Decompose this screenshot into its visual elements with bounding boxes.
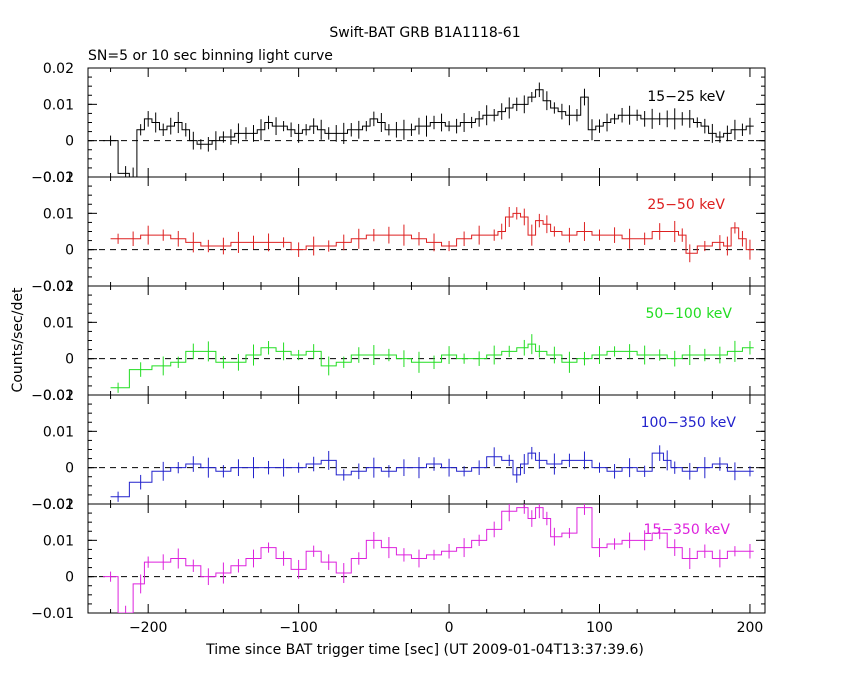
y-tick-label: 0.01 (43, 206, 74, 222)
x-tick-label: −200 (129, 620, 167, 636)
panel-4: −0.01 0 0.01 0.02 15−350 keV (31, 497, 766, 622)
y-tick-label: 0.02 (43, 170, 74, 186)
panel-energy-label: 100−350 keV (641, 415, 737, 431)
panel-2: −0.01 0 0.01 0.02 50−100 keV (31, 279, 766, 404)
panel-energy-label: 15−25 keV (647, 89, 725, 105)
y-tick-label: 0.02 (43, 497, 74, 513)
series-step-line (110, 343, 754, 389)
panel-frame (87, 285, 766, 396)
y-tick-label: −0.01 (31, 170, 74, 186)
y-tick-label: 0.02 (43, 279, 74, 295)
x-axis-label: Time since BAT trigger time [sec] (UT 20… (205, 642, 644, 658)
x-tick-label: 100 (586, 620, 613, 636)
panel-1: −0.01 0 0.01 0.02 25−50 keV (31, 170, 766, 295)
y-tick-label: 0 (65, 352, 74, 368)
y-tick-label: −0.01 (31, 606, 74, 622)
y-tick-label: 0.01 (43, 533, 74, 549)
y-tick-label: 0 (65, 243, 74, 259)
panel-energy-label: 15−350 keV (643, 522, 730, 538)
panel-energy-label: 50−100 keV (645, 306, 732, 322)
series-1 (110, 206, 754, 263)
y-tick-label: −0.01 (31, 279, 74, 295)
series-step-line (110, 452, 754, 498)
y-tick-label: 0.01 (43, 97, 74, 113)
x-tick-label: −100 (279, 620, 317, 636)
series-4 (103, 504, 754, 613)
series-2 (110, 334, 754, 393)
y-tick-label: −0.01 (31, 388, 74, 404)
y-tick-label: 0.02 (43, 61, 74, 77)
chart-title: Swift-BAT GRB B1A1118-61 (329, 25, 520, 41)
y-tick-label: 0.02 (43, 388, 74, 404)
x-tick-label: 200 (737, 620, 764, 636)
series-3 (110, 445, 754, 502)
series-step-line (103, 89, 754, 177)
x-tick-label: 0 (445, 620, 454, 636)
chart-subtitle: SN=5 or 10 sec binning light curve (88, 48, 333, 64)
y-tick-label: 0.01 (43, 315, 74, 331)
y-axis-label: Counts/sec/det (10, 287, 26, 392)
series-step-line (103, 507, 754, 613)
y-tick-label: 0 (65, 134, 74, 150)
panel-frame (87, 394, 766, 505)
panel-energy-label: 25−50 keV (647, 197, 725, 213)
series-0 (103, 82, 754, 177)
y-tick-label: 0 (65, 570, 74, 586)
panel-3: −0.01 0 0.01 0.02 100−350 keV (31, 388, 766, 513)
series-step-line (110, 212, 754, 254)
y-tick-label: −0.01 (31, 497, 74, 513)
y-tick-label: 0.01 (43, 424, 74, 440)
panels-group: −0.01 0 0.01 0.02 15−25 keV −0.01 0 0.01 0.02 25−… (31, 61, 766, 636)
panel-0: −0.01 0 0.01 0.02 15−25 keV (31, 61, 766, 186)
y-tick-label: 0 (65, 461, 74, 477)
